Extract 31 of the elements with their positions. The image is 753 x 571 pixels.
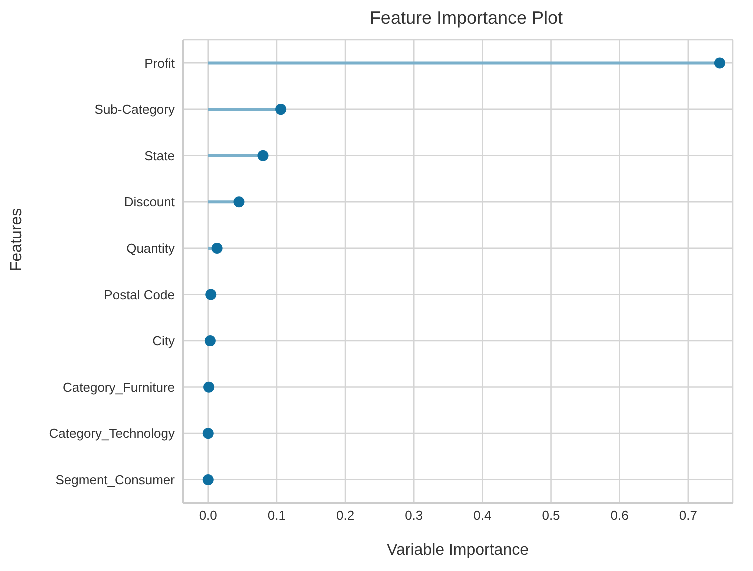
y-tick-label: Discount (124, 194, 176, 210)
x-tick-label: 0.1 (268, 508, 286, 524)
point (276, 104, 287, 116)
point (202, 428, 214, 440)
y-tick-label: Sub-Category (94, 102, 176, 118)
point (206, 289, 217, 300)
point (258, 150, 269, 162)
y-axis-title: Features (8, 208, 26, 272)
x-tick-label: 0.2 (336, 508, 355, 524)
point (204, 382, 215, 393)
x-tick-label: 0.7 (679, 508, 698, 524)
y-tick-label: City (152, 334, 176, 349)
y-tick-label: Segment_Consumer (56, 472, 176, 488)
x-axis-title: Variable Importance (387, 542, 530, 559)
y-tick-label: Category_Furniture (63, 380, 175, 395)
y-tick-label: Profit (144, 56, 176, 71)
point (204, 336, 216, 347)
point (234, 196, 245, 208)
chart-title: Feature Importance Plot (368, 8, 564, 30)
x-tick-label: 0.6 (610, 508, 629, 524)
y-tick-label: Postal Code (104, 287, 175, 302)
y-tick-label: Quantity (126, 240, 176, 256)
x-tick-label: 0.3 (405, 508, 424, 524)
x-tick-label: 0.4 (474, 508, 492, 524)
point (212, 242, 223, 254)
point (202, 474, 214, 486)
y-tick-label: State (144, 148, 175, 164)
x-tick-label: 0.0 (199, 508, 218, 524)
point (714, 58, 726, 69)
x-tick-label: 0.5 (542, 508, 560, 524)
y-tick-label: Category_Technology (49, 426, 176, 442)
